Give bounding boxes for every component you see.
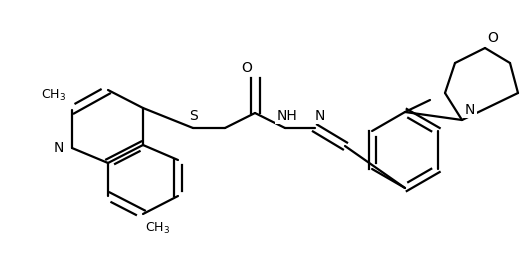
Text: NH: NH [277,109,297,123]
Text: CH$_3$: CH$_3$ [41,87,66,103]
Text: N: N [315,109,325,123]
Text: CH$_3$: CH$_3$ [145,221,171,236]
Text: O: O [487,31,498,45]
Text: O: O [242,61,253,75]
Text: N: N [54,141,64,155]
Text: N: N [465,103,475,117]
Text: S: S [189,109,197,123]
